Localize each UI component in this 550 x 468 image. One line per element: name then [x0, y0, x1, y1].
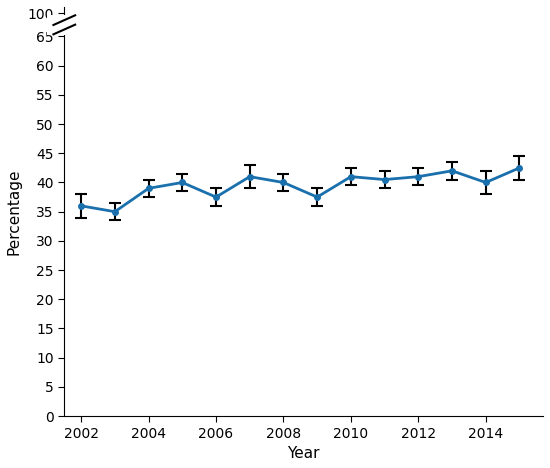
Y-axis label: Percentage: Percentage	[7, 168, 22, 255]
X-axis label: Year: Year	[288, 446, 320, 461]
Bar	[47, 15, 68, 35]
